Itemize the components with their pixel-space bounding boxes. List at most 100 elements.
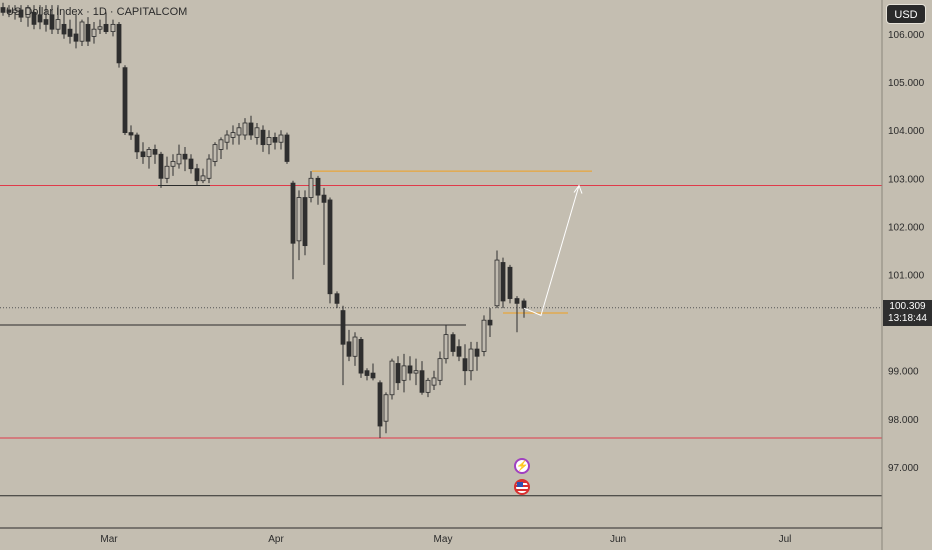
candle-bull [383, 394, 389, 422]
candle-bear [302, 197, 308, 247]
candle-bear [290, 182, 296, 244]
candle-bull [200, 175, 206, 182]
candle-bear [140, 151, 146, 158]
candle-bear [6, 9, 12, 13]
candle-bull [437, 358, 443, 381]
candle-bear [462, 358, 468, 372]
candle-bear [370, 372, 376, 379]
candle-bull [12, 9, 18, 13]
candle-bull [146, 149, 152, 158]
candle-bull [443, 334, 449, 360]
drawings-layer [523, 184, 583, 317]
price-tick-label: 102.000 [888, 222, 925, 233]
candle-bear [152, 149, 158, 155]
price-tick-label: 104.000 [888, 126, 925, 137]
candle-bear [284, 134, 290, 162]
candle-bear [37, 14, 43, 23]
last-price-value: 100.309 [889, 301, 926, 312]
projection-arrowhead [573, 184, 583, 194]
candle-bull [352, 336, 358, 357]
candle-bear [31, 11, 37, 25]
candle-bear [85, 23, 91, 42]
time-tick-label: Jun [610, 534, 626, 545]
last-price-tag: 100.309 13:18:44 [883, 300, 932, 326]
time-tick-label: Mar [100, 534, 118, 545]
candle-bear [103, 23, 109, 32]
price-tick-label: 99.000 [888, 367, 919, 378]
candle-bull [296, 197, 302, 242]
candle-bear [61, 23, 67, 35]
candle-bull [242, 122, 248, 136]
candle-bear [507, 266, 513, 299]
candle-bull [468, 348, 474, 372]
candle-bear [450, 334, 456, 352]
candle-bull [218, 139, 224, 150]
candle-bear [272, 137, 278, 143]
candle-bull [224, 134, 230, 143]
price-tick-label: 101.000 [888, 271, 925, 282]
candle-bull [481, 319, 487, 352]
price-tick-label: 105.000 [888, 78, 925, 89]
candle-bear [260, 129, 266, 146]
candle-bear [340, 310, 346, 345]
bar-countdown: 13:18:44 [888, 313, 927, 324]
candle-bear [73, 33, 79, 42]
candle-bear [487, 319, 493, 326]
candle-bear [327, 199, 333, 295]
candle-bull [389, 360, 395, 396]
chart-title: US Dollar Index · 1D · CAPITALCOM [6, 6, 188, 18]
candle-bear [116, 23, 122, 64]
candle-bear [456, 346, 462, 357]
price-tick-label: 98.000 [888, 415, 919, 426]
candle-bull [212, 144, 218, 162]
candle-bull [308, 177, 314, 198]
candle-bull [176, 153, 182, 165]
currency-button[interactable]: USD [886, 4, 926, 24]
candle-bear [395, 363, 401, 384]
candle-bear [514, 298, 520, 304]
candle-bull [425, 379, 431, 393]
candle-bear [158, 153, 164, 179]
candle-bear [128, 132, 134, 136]
us-flag-event-icon[interactable] [514, 479, 530, 495]
candle-bear [521, 300, 527, 309]
time-tick-label: May [434, 534, 453, 545]
time-tick-label: Apr [268, 534, 284, 545]
candle-bull [230, 132, 236, 138]
candle-bear [67, 28, 73, 37]
candle-bull [91, 28, 97, 37]
candle-bear [49, 14, 55, 30]
candle-bear [364, 370, 370, 376]
candle-bear [248, 122, 254, 136]
candle-bull [110, 23, 116, 32]
candle-bull [97, 26, 103, 30]
candle-bear [0, 7, 6, 13]
candle-bear [315, 177, 321, 196]
candle-bear [188, 158, 194, 170]
candle-bull [494, 259, 500, 307]
candle-bull [401, 365, 407, 381]
candle-bull [431, 377, 437, 386]
candle-bear [377, 382, 383, 427]
candle-bull [25, 7, 31, 18]
candles-layer [0, 2, 527, 439]
lightning-event-icon[interactable]: ⚡ [514, 458, 530, 474]
candle-bear [134, 134, 140, 153]
candle-bear [334, 293, 340, 304]
candle-bear [182, 153, 188, 160]
price-tick-label: 103.000 [888, 174, 925, 185]
candle-bull [206, 158, 212, 179]
candle-bull [236, 127, 242, 136]
candle-bull [170, 161, 176, 167]
candle-bull [278, 134, 284, 143]
candle-bull [164, 165, 170, 179]
time-tick-label: Jul [779, 534, 792, 545]
candle-bear [122, 67, 128, 134]
candle-bull [266, 137, 272, 146]
candle-bull [254, 127, 260, 138]
candle-bear [346, 341, 352, 357]
candle-bull [413, 370, 419, 374]
candle-bear [43, 19, 49, 25]
